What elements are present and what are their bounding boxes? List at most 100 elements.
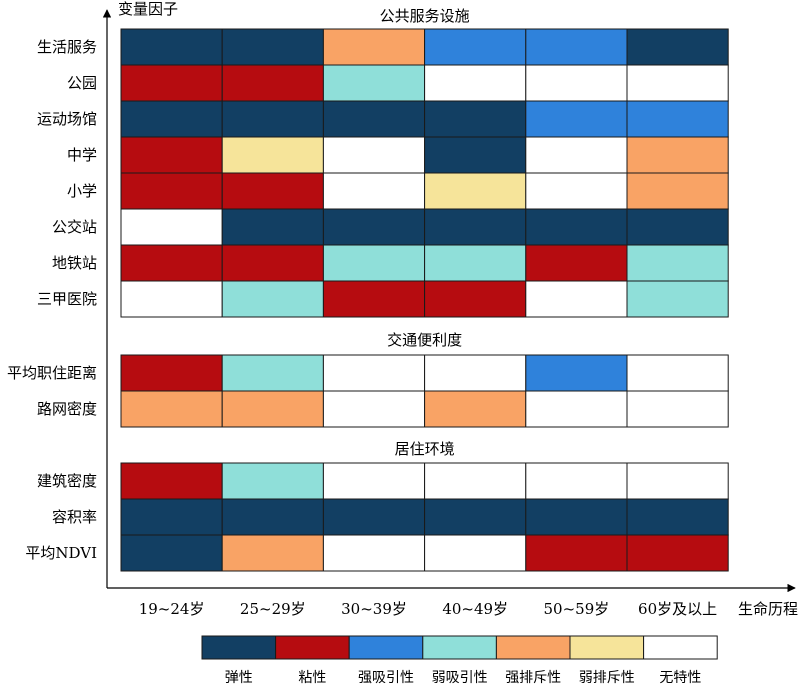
heatmap-cell <box>120 534 223 572</box>
heatmap-cell <box>120 172 223 210</box>
heatmap-cell <box>525 280 628 318</box>
row-label: 中学 <box>67 146 97 164</box>
legend-label: 强吸引性 <box>358 670 414 686</box>
row-label: 容积率 <box>52 508 97 526</box>
heatmap-cell <box>120 280 223 318</box>
legend-swatch <box>348 635 424 660</box>
row-label: 公园 <box>67 74 97 92</box>
heatmap-cell <box>322 28 426 66</box>
row-label: 建筑密度 <box>37 472 97 490</box>
heatmap-cell <box>424 208 527 246</box>
group-title: 公共服务设施 <box>380 7 470 25</box>
heatmap-cell <box>626 28 729 66</box>
heatmap-cell <box>221 534 324 572</box>
heatmap-cell <box>322 498 426 536</box>
heatmap-cell <box>424 172 527 210</box>
column-label: 40~49岁 <box>442 600 508 618</box>
heatmap-cell <box>424 100 527 138</box>
heatmap-cell <box>626 462 729 500</box>
column-label: 30~39岁 <box>341 600 407 618</box>
heatmap-cell <box>322 136 426 174</box>
legend-label: 弱排斥性 <box>579 670 635 686</box>
row-label: 平均职住距离 <box>7 364 97 382</box>
column-label: 50~59岁 <box>544 600 610 618</box>
heatmap-cell <box>525 244 628 282</box>
heatmap-cell <box>120 244 223 282</box>
row-label: 平均NDVI <box>25 544 97 562</box>
heatmap-cell <box>120 64 223 102</box>
heatmap-cell <box>626 208 729 246</box>
heatmap-cell <box>525 100 628 138</box>
heatmap-cell <box>626 100 729 138</box>
legend-swatch <box>422 635 497 660</box>
legend-label: 粘性 <box>298 670 326 686</box>
heatmap-cell <box>322 172 426 210</box>
heatmap-cell <box>221 280 324 318</box>
heatmap-cell <box>221 100 324 138</box>
heatmap-cell <box>221 390 324 428</box>
heatmap-cell <box>221 136 324 174</box>
heatmap-cell <box>525 498 628 536</box>
row-label: 生活服务 <box>37 38 97 56</box>
heatmap-cell <box>120 100 223 138</box>
heatmap-cell <box>424 354 527 392</box>
heatmap-cell <box>626 390 729 428</box>
heatmap-cell <box>525 462 628 500</box>
heatmap-cell <box>322 462 426 500</box>
heatmap-cell <box>424 244 527 282</box>
heatmap-cell <box>120 354 223 392</box>
heatmap-cell <box>626 172 729 210</box>
heatmap-cell <box>626 244 729 282</box>
legend-swatch <box>569 635 645 660</box>
legend-swatch <box>275 635 350 660</box>
heatmap-cell <box>626 136 729 174</box>
heatmap-cell <box>120 498 223 536</box>
heatmap-cell <box>322 534 426 572</box>
legend-label: 弱吸引性 <box>432 670 488 686</box>
heatmap-cell <box>525 64 628 102</box>
axes: 变量因子 生命历程 <box>102 0 798 618</box>
heatmap-cell <box>221 172 324 210</box>
heatmap-cell <box>221 498 324 536</box>
heatmap-cell <box>120 462 223 500</box>
legend: 弹性 粘性 强吸引性 弱吸引性 强排斥性 弱排斥性 无特性 <box>201 635 718 686</box>
heatmap-cell <box>626 280 729 318</box>
heatmap-cell <box>424 280 527 318</box>
heatmap-cell <box>322 280 426 318</box>
heatmap-cell <box>424 390 527 428</box>
heatmap-cell <box>424 28 527 66</box>
column-label: 60岁及以上 <box>638 600 717 618</box>
heatmap-cell <box>626 534 729 572</box>
heatmap-cell <box>120 136 223 174</box>
heatmap-cell <box>322 100 426 138</box>
heatmap-cell <box>322 208 426 246</box>
heatmap-cell <box>626 64 729 102</box>
heatmap-cell <box>525 136 628 174</box>
legend-label: 无特性 <box>659 670 701 686</box>
row-label: 三甲医院 <box>37 290 97 308</box>
legend-label: 强排斥性 <box>505 670 561 686</box>
heatmap-cells <box>120 28 729 572</box>
heatmap-cell <box>424 136 527 174</box>
heatmap-cell <box>525 28 628 66</box>
heatmap-cell <box>525 172 628 210</box>
row-label: 运动场馆 <box>37 110 97 128</box>
heatmap-cell <box>221 208 324 246</box>
row-labels: 生活服务公园运动场馆中学小学公交站地铁站三甲医院平均职住距离路网密度建筑密度容积… <box>7 38 97 562</box>
legend-label: 弹性 <box>225 670 253 686</box>
heatmap-cell <box>322 244 426 282</box>
row-label: 路网密度 <box>37 400 97 418</box>
column-label: 25~29岁 <box>240 600 306 618</box>
heatmap-cell <box>322 354 426 392</box>
heatmap-cell <box>525 534 628 572</box>
heatmap-cell <box>221 354 324 392</box>
heatmap-cell <box>221 64 324 102</box>
heatmap-cell <box>626 354 729 392</box>
heatmap-cell <box>322 390 426 428</box>
heatmap-cell <box>525 208 628 246</box>
heatmap-cell <box>424 534 527 572</box>
row-label: 公交站 <box>52 218 97 236</box>
column-label: 19~24岁 <box>139 600 205 618</box>
